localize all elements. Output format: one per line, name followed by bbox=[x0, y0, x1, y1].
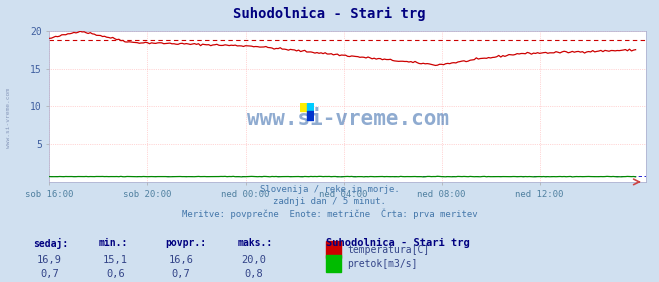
Text: 16,6: 16,6 bbox=[169, 255, 194, 265]
Bar bbox=[307, 103, 314, 111]
Text: temperatura[C]: temperatura[C] bbox=[347, 244, 430, 255]
Text: Suhodolnica - Stari trg: Suhodolnica - Stari trg bbox=[233, 7, 426, 21]
Text: Slovenija / reke in morje.: Slovenija / reke in morje. bbox=[260, 185, 399, 194]
Text: pretok[m3/s]: pretok[m3/s] bbox=[347, 259, 418, 269]
Text: 0,8: 0,8 bbox=[244, 269, 263, 279]
Text: www.si-vreme.com: www.si-vreme.com bbox=[6, 89, 11, 148]
Text: 0,6: 0,6 bbox=[106, 269, 125, 279]
Bar bbox=[307, 111, 314, 120]
Bar bbox=[300, 103, 307, 111]
Text: 20,0: 20,0 bbox=[241, 255, 266, 265]
Text: maks.:: maks.: bbox=[237, 238, 272, 248]
Text: Meritve: povprečne  Enote: metrične  Črta: prva meritev: Meritve: povprečne Enote: metrične Črta:… bbox=[182, 209, 477, 219]
Text: min.:: min.: bbox=[99, 238, 129, 248]
Text: Suhodolnica - Stari trg: Suhodolnica - Stari trg bbox=[326, 238, 470, 248]
Text: sedaj:: sedaj: bbox=[33, 238, 68, 249]
Text: www.si-vreme.com: www.si-vreme.com bbox=[246, 109, 449, 129]
Text: zadnji dan / 5 minut.: zadnji dan / 5 minut. bbox=[273, 197, 386, 206]
Text: 0,7: 0,7 bbox=[40, 269, 59, 279]
Text: 16,9: 16,9 bbox=[37, 255, 62, 265]
Text: 15,1: 15,1 bbox=[103, 255, 128, 265]
Text: povpr.:: povpr.: bbox=[165, 238, 206, 248]
Text: 0,7: 0,7 bbox=[172, 269, 190, 279]
